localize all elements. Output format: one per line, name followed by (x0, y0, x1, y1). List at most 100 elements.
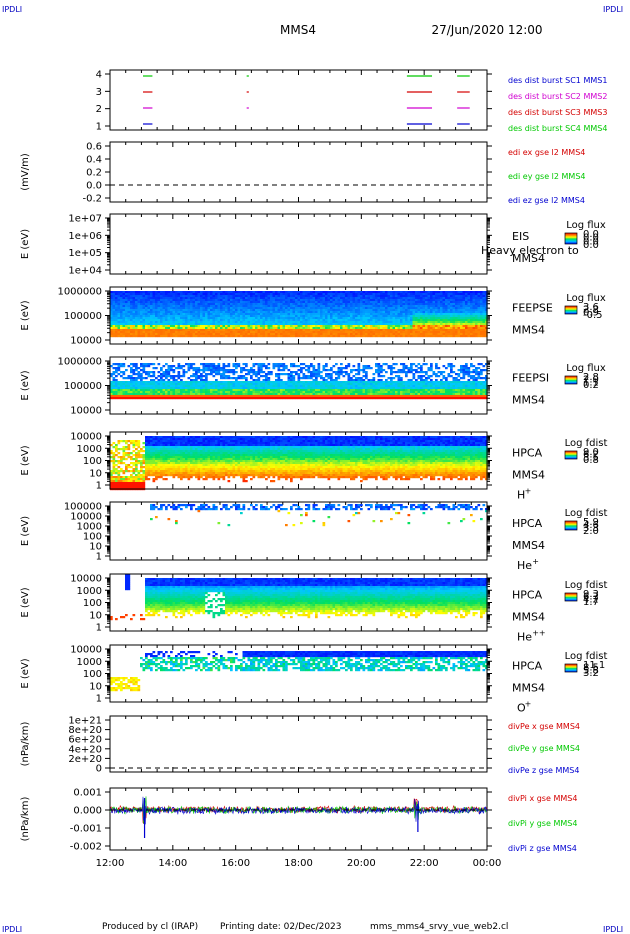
spectrogram-cell (260, 371, 263, 374)
spectrogram-cell (137, 317, 141, 320)
spectrogram-cell (385, 319, 388, 322)
spectrogram-cell (177, 395, 181, 398)
spectrogram-cell (422, 331, 426, 334)
spectrogram-cell (117, 309, 121, 312)
spectrogram-cell (172, 375, 176, 378)
spectrogram-cell (362, 313, 366, 316)
spectrogram-cell (182, 381, 186, 384)
spectrogram-cell (260, 323, 263, 326)
spectrogram-cell (170, 317, 173, 320)
spectrogram-cell (250, 395, 253, 398)
spectrogram-cell (230, 395, 233, 398)
spectrogram-cell (462, 307, 466, 310)
spectrogram-cell (220, 295, 223, 298)
spectrogram-cell (412, 335, 416, 338)
spectrogram-cell (215, 301, 218, 304)
spectrogram-cell (122, 389, 126, 392)
spectrogram-cell (167, 331, 171, 334)
spectrogram-cell (142, 291, 146, 294)
spectrogram-cell (377, 333, 381, 336)
colorbar-tick-label: 0.0 (583, 240, 599, 251)
spectrogram-cell (352, 319, 356, 322)
spectrogram-cell (267, 317, 271, 320)
spectrogram-cell (255, 371, 258, 374)
spectrogram-cell (162, 291, 166, 294)
spectrogram-cell (272, 387, 276, 390)
spectrogram-cell (210, 373, 213, 376)
spectrogram-cell (195, 323, 198, 326)
spectrogram-cell (152, 379, 156, 382)
spectrogram-cell (195, 397, 198, 400)
spectrogram-cell (215, 371, 218, 374)
spectrogram-cell (437, 301, 441, 304)
spectrogram-cell (370, 335, 373, 338)
spectrogram-cell (165, 377, 168, 380)
spectrogram-cell (277, 365, 281, 368)
spectrogram-cell (450, 333, 453, 336)
spectrogram-cell (182, 393, 186, 396)
spectrogram-cell (200, 387, 203, 390)
spectrogram-cell (422, 327, 426, 330)
spectrogram-cell (227, 305, 231, 308)
spectrogram-cell (130, 385, 133, 388)
spectrogram-cell (205, 313, 208, 316)
spectrogram-cell (192, 393, 196, 396)
spectrogram-cell (447, 321, 451, 324)
spectrogram-cell (355, 307, 358, 310)
spectrogram-cell (262, 291, 266, 294)
spectrogram-cell (122, 363, 126, 366)
spectrogram-cell (285, 291, 288, 294)
spectrogram-cell (132, 307, 136, 310)
spectrogram-cell (455, 315, 458, 318)
spectrogram-cell (265, 309, 268, 312)
spectrogram-cell (330, 311, 333, 314)
spectrogram-cell (130, 305, 133, 308)
spectrogram-cell (115, 299, 118, 302)
spectrogram-cell (385, 327, 388, 330)
spectrogram-cell (200, 293, 203, 296)
spectrogram-cell (232, 373, 236, 376)
spectrogram-cell (440, 333, 443, 336)
spectrogram-cell (440, 335, 443, 338)
spectrogram-cell (385, 331, 388, 334)
spectrogram-cell (140, 331, 143, 334)
spectrogram-cell (352, 293, 356, 296)
spectrogram-cell (205, 395, 208, 398)
spectrogram-cell (280, 369, 283, 372)
spectrogram-cell (370, 311, 373, 314)
spectrogram-cell (117, 365, 121, 368)
instrument-label: EIS (512, 230, 529, 243)
spectrogram-cell (192, 321, 196, 324)
spectrogram-cell (127, 391, 131, 394)
spectrogram-cell (275, 325, 278, 328)
spectrogram-cell (362, 293, 366, 296)
spectrogram-cell (185, 297, 188, 300)
spectrogram-cell (205, 291, 208, 294)
spectrogram-cell (232, 383, 236, 386)
spectrogram-cell (465, 299, 468, 302)
spectrogram-cell (325, 297, 328, 300)
spectrogram-cell (357, 333, 361, 336)
spectrogram-cell (290, 323, 293, 326)
spectrogram-cell (352, 313, 356, 316)
spectrogram-cell (435, 315, 438, 318)
spectrogram-cell (312, 313, 316, 316)
spectrogram-cell (477, 333, 481, 336)
spectrogram-cell (342, 329, 346, 332)
spectrogram-cell (272, 303, 276, 306)
spectrogram-cell (285, 383, 288, 386)
spectrogram-cell (190, 333, 193, 336)
spectrogram-cell (115, 379, 118, 382)
legend-entry: des dist burst SC4 MMS4 (508, 124, 607, 133)
spectrogram-cell (435, 313, 438, 316)
spectrogram-cell (282, 335, 286, 338)
spectrogram-cell (377, 331, 381, 334)
spectrogram-cell (427, 331, 431, 334)
spectrogram-cell (347, 311, 351, 314)
spectrogram-cell (417, 299, 421, 302)
spectrogram-cell (277, 375, 281, 378)
spectrogram-cell (337, 321, 341, 324)
spectrogram-cell (132, 373, 136, 376)
spectrogram-cell (260, 333, 263, 336)
spectrogram-cell (157, 381, 161, 384)
